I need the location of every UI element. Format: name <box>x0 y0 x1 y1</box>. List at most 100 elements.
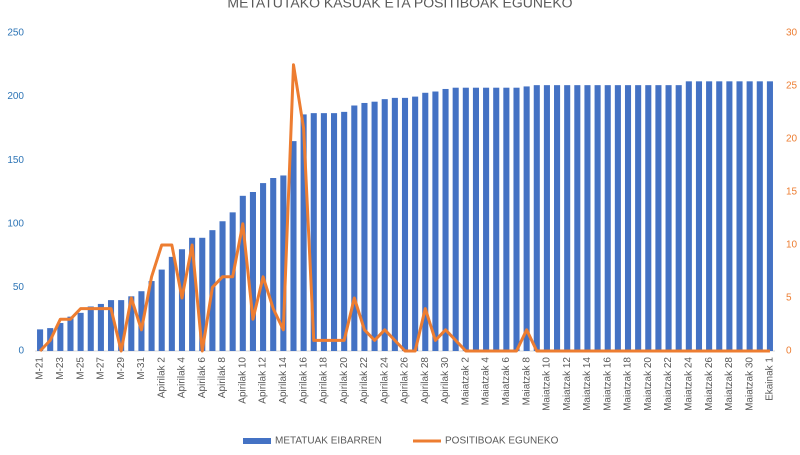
y-tick-label: 0 <box>18 346 24 357</box>
legend-label: METATUAK EIBARREN <box>275 436 382 447</box>
x-tick-label: Maiatzak 4 <box>481 357 492 406</box>
bar <box>432 91 439 352</box>
bar <box>695 81 703 351</box>
bar <box>270 178 277 351</box>
x-tick-label: Apirilak 14 <box>278 357 289 404</box>
bar <box>554 85 561 351</box>
bar <box>381 99 388 351</box>
bar <box>107 300 115 351</box>
x-tick-label: Maiatzak 30 <box>744 357 755 411</box>
x-tick-label: Maiatzak 10 <box>542 357 553 411</box>
bar <box>249 192 256 351</box>
x-tick-label: Maiatzak 2 <box>460 357 471 406</box>
bar <box>564 85 571 351</box>
bar <box>543 85 550 351</box>
y-tick-label: 200 <box>7 91 24 102</box>
bar <box>533 85 540 351</box>
bar <box>67 316 74 351</box>
bar <box>452 87 459 352</box>
bar <box>584 85 591 351</box>
bar <box>341 111 348 351</box>
y-tick-label: 50 <box>13 282 25 293</box>
bar <box>148 281 155 351</box>
x-tick-label: Maiatzak 12 <box>562 357 573 411</box>
bar <box>280 175 287 351</box>
bar <box>472 87 479 352</box>
bar <box>300 114 307 352</box>
y2-tick-label: 0 <box>786 346 792 357</box>
bar <box>462 87 469 352</box>
bar <box>401 97 409 351</box>
x-tick-label: M-31 <box>136 357 147 380</box>
x-tick-label: M-29 <box>116 357 127 380</box>
bar <box>199 237 206 351</box>
y-tick-label: 150 <box>7 155 24 166</box>
x-tick-label: Ekainak 1 <box>765 357 776 401</box>
x-tick-label: Maiatzak 14 <box>582 357 593 411</box>
bar <box>716 81 723 351</box>
bar <box>614 85 621 351</box>
x-tick-label: Maiatzak 26 <box>704 357 715 411</box>
legend-swatch <box>243 438 271 444</box>
bar <box>412 96 419 351</box>
x-tick-label: Apirilak 12 <box>258 357 269 404</box>
bar <box>624 85 632 351</box>
x-tick-label: Apirilak 22 <box>359 357 370 404</box>
bar <box>310 113 317 351</box>
bar <box>726 81 733 351</box>
bar <box>523 86 530 351</box>
bar <box>77 312 84 351</box>
bar <box>229 212 236 351</box>
bar <box>645 85 652 351</box>
x-tick-label: Apirilak 8 <box>217 357 228 399</box>
bar <box>493 87 500 352</box>
legend-label: POSITIBOAK EGUNEKO <box>445 436 559 447</box>
x-tick-label: M-25 <box>75 357 86 380</box>
x-tick-label: Apirilak 16 <box>298 357 309 404</box>
bar <box>594 85 601 351</box>
bar <box>320 113 327 351</box>
bar <box>168 256 175 351</box>
bar <box>371 101 378 351</box>
bar <box>756 81 763 351</box>
bar <box>219 221 226 351</box>
x-tick-label: Apirilak 10 <box>237 357 248 404</box>
bar <box>422 92 429 351</box>
y2-tick-label: 15 <box>786 187 798 198</box>
line <box>38 63 770 353</box>
bar <box>391 97 398 351</box>
bar <box>604 85 611 351</box>
x-tick-label: Maiatzak 16 <box>602 357 613 411</box>
x-tick-label: Apirilak 20 <box>339 357 350 404</box>
bar <box>665 85 672 351</box>
x-tick-label: Maiatzak 8 <box>521 357 532 406</box>
bar <box>685 81 692 351</box>
x-tick-label: Apirilak 4 <box>177 357 188 399</box>
bar <box>442 88 449 351</box>
x-tick-label: Apirilak 24 <box>379 357 390 404</box>
chart-title: METATUTAKO KASUAK ETA POSITIBOAK EGUNEKO <box>227 0 572 11</box>
x-tick-label: Apirilak 26 <box>400 357 411 404</box>
bar <box>574 85 581 351</box>
y2-tick-label: 20 <box>786 134 798 145</box>
bar <box>635 85 642 351</box>
bar <box>351 105 358 351</box>
bar <box>766 81 773 351</box>
bar <box>483 87 490 352</box>
y-tick-label: 100 <box>7 218 24 229</box>
x-tick-label: Maiatzak 22 <box>663 357 674 411</box>
bar <box>118 300 125 351</box>
x-tick-label: Apirilak 2 <box>156 357 167 399</box>
bar <box>655 85 662 351</box>
x-tick-label: Maiatzak 28 <box>724 357 735 411</box>
bar <box>189 237 196 351</box>
x-tick-label: Apirilak 30 <box>440 357 451 404</box>
x-tick-label: Maiatzak 6 <box>501 357 512 406</box>
x-tick-label: M-21 <box>35 357 46 380</box>
y2-tick-label: 10 <box>786 240 798 251</box>
x-tick-label: Apirilak 18 <box>319 357 330 404</box>
bar <box>138 291 145 351</box>
bar <box>260 183 267 351</box>
bar <box>503 87 510 352</box>
